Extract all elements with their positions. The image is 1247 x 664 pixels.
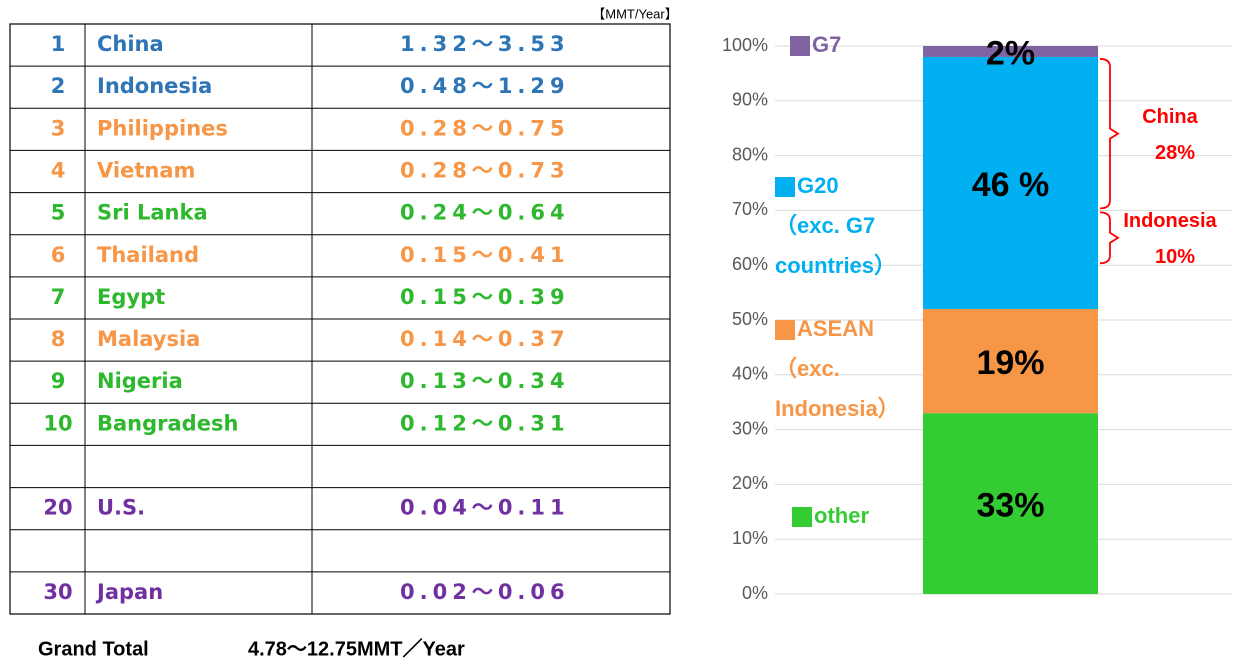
range: 0.13～0.34: [400, 369, 570, 393]
bar-segment: [923, 56, 1098, 310]
annotation-value: 28%: [1155, 142, 1195, 164]
country: Sri Lanka: [97, 201, 208, 225]
rank: 20: [43, 496, 72, 520]
range: 0.28～0.73: [400, 159, 570, 183]
annotation-label: China: [1142, 106, 1198, 128]
y-tick-label: 100%: [722, 35, 768, 55]
value-label: 2%: [986, 34, 1035, 72]
country: Indonesia: [97, 74, 212, 98]
bracket: [1099, 211, 1120, 265]
range: 0.48～1.29: [400, 74, 570, 98]
rank: 10: [43, 411, 72, 435]
rank: 8: [51, 327, 66, 351]
legend-swatch: [790, 36, 810, 56]
footer-value: 4.78～12.75MMT／Year: [248, 637, 465, 660]
y-tick-label: 20%: [732, 473, 768, 493]
y-tick-label: 10%: [732, 528, 768, 548]
range: 1.32～3.53: [400, 32, 570, 56]
rank: 2: [51, 74, 66, 98]
annotation-label: Indonesia: [1123, 210, 1217, 232]
bar-segment: [923, 309, 1098, 414]
unit-label: 【MMT/Year】: [592, 6, 677, 21]
rank: 30: [43, 580, 72, 604]
range: 0.04～0.11: [400, 496, 570, 520]
country: Vietnam: [97, 159, 195, 183]
legend-label: G20 （exc. G7 countries）: [775, 173, 896, 278]
rank: 1: [51, 32, 66, 56]
country: China: [97, 32, 164, 56]
country: Nigeria: [97, 369, 183, 393]
y-tick-label: 90%: [732, 90, 768, 110]
legend-swatch: [792, 507, 812, 527]
rank: 4: [51, 159, 66, 183]
value-label: 33%: [976, 487, 1044, 525]
range: 0.14～0.37: [400, 327, 570, 351]
rank: 6: [51, 243, 66, 267]
country: U.S.: [97, 496, 145, 520]
range: 0.24～0.64: [400, 201, 570, 225]
country: Egypt: [97, 285, 165, 309]
footer-label: Grand Total: [38, 638, 149, 660]
bracket: [1099, 58, 1120, 210]
y-tick-label: 40%: [732, 364, 768, 384]
rank: 9: [51, 369, 66, 393]
rank: 7: [51, 285, 66, 309]
range: 0.15～0.39: [400, 285, 570, 309]
y-tick-label: 50%: [732, 309, 768, 329]
legend-swatch: [775, 177, 795, 197]
y-tick-label: 70%: [732, 199, 768, 219]
legend-label: other: [814, 503, 869, 528]
y-tick-label: 80%: [732, 144, 768, 164]
y-tick-label: 60%: [732, 254, 768, 274]
country: Malaysia: [97, 327, 200, 351]
annotation-value: 10%: [1155, 246, 1195, 268]
rank: 3: [51, 116, 66, 140]
country: Japan: [95, 580, 163, 604]
country: Thailand: [97, 243, 199, 267]
bar-segment: [923, 413, 1098, 594]
legend-swatch: [775, 320, 795, 340]
range: 0.15～0.41: [400, 243, 570, 267]
range: 0.02～0.06: [400, 580, 570, 604]
range: 0.12～0.31: [400, 411, 570, 435]
country: Bangradesh: [97, 411, 238, 435]
country: Philippines: [97, 116, 228, 140]
bar-segment: [923, 46, 1098, 57]
y-tick-label: 30%: [732, 418, 768, 438]
range: 0.28～0.75: [400, 116, 570, 140]
legend-label: ASEAN （exc. Indonesia）: [775, 316, 900, 421]
legend-label: G7: [812, 32, 841, 57]
value-label: 19%: [976, 344, 1044, 382]
y-tick-label: 0%: [742, 583, 768, 603]
rank: 5: [51, 201, 66, 225]
value-label: 46 %: [972, 166, 1050, 204]
